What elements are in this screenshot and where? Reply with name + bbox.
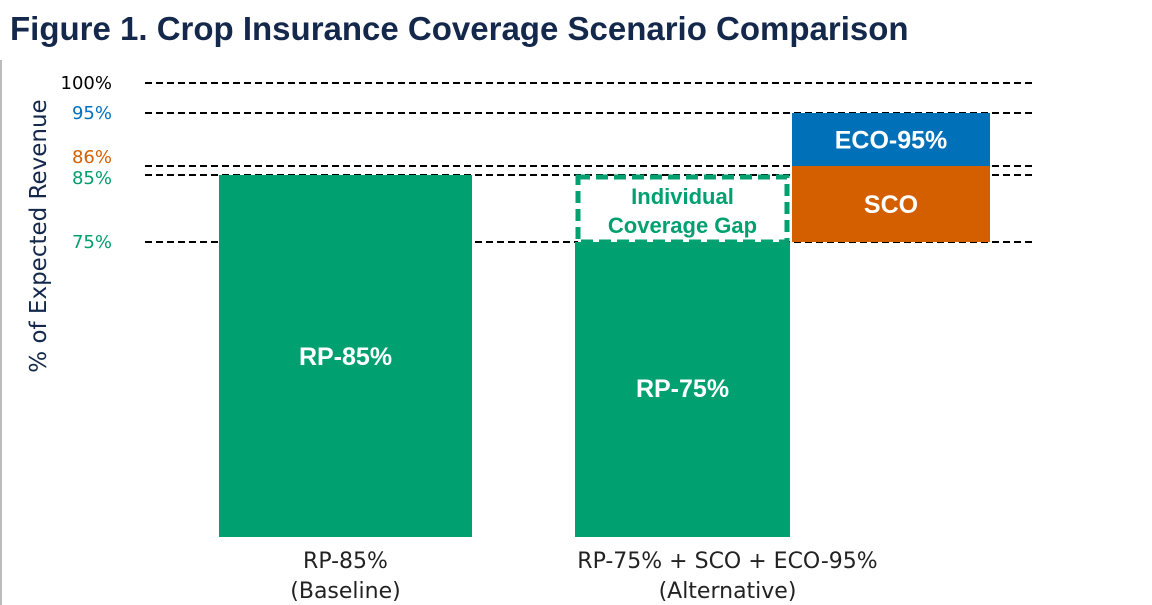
segment-rp-85--label: RP-85% [299,343,392,371]
segment-rp-75- [575,242,790,537]
segment-rp-75--label: RP-75% [636,375,729,403]
segment-individual-coverage-gap-label-line2: Coverage Gap [608,213,757,238]
tick-label-100: 100% [61,73,112,94]
segment-sco [792,166,990,242]
tick-label-75: 75% [72,232,112,253]
segment-eco-95--label: ECO-95% [835,127,948,155]
tick-label-85: 85% [72,168,112,189]
tick-label-95: 95% [72,103,112,124]
segment-individual-coverage-gap [575,174,790,245]
tick-label-86: 86% [72,147,112,168]
segment-rp-85- [219,175,472,537]
left-border [0,60,2,605]
category-label-1-line1: RP-75% + SCO + ECO-95% [577,549,877,574]
category-label-1-line2: (Alternative) [659,579,797,604]
figure-title: Figure 1. Crop Insurance Coverage Scenar… [10,10,909,47]
segment-sco-label: SCO [864,191,918,219]
category-label-0-line1: RP-85% [303,549,388,574]
segment-individual-coverage-gap-label-line1: Individual [631,184,734,209]
y-axis-label: % of Expected Revenue [26,99,52,372]
segment-eco-95- [792,113,990,166]
category-label-0-line2: (Baseline) [290,579,400,604]
